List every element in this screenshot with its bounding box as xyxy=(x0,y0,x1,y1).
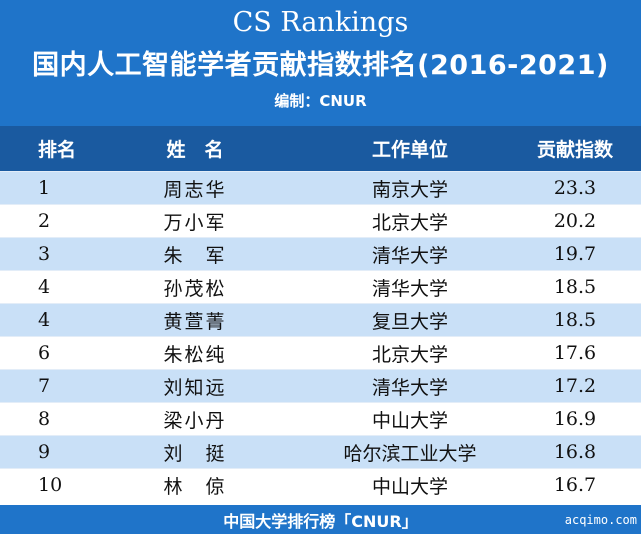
name-cell: 刘知远 xyxy=(163,376,227,399)
watermark-text: acqimo.com xyxy=(564,512,637,527)
editor-credit: 编制：CNUR xyxy=(274,92,367,110)
title-chinese: 国内人工智能学者贡献指数排名(2016-2021) xyxy=(32,50,609,81)
name-cell: 林 倞 xyxy=(163,475,227,498)
unit-cell: 清华大学 xyxy=(371,277,448,300)
column-header-rank: 排名 xyxy=(38,139,77,161)
column-header-name: 姓 名 xyxy=(166,139,224,161)
column-header-unit: 工作单位 xyxy=(371,139,448,161)
title-english: CS Rankings xyxy=(232,7,409,38)
rank-cell: 4 xyxy=(38,309,51,331)
index-cell: 18.5 xyxy=(553,309,597,331)
table-row: 7 刘知远 清华大学 17.2 xyxy=(0,369,641,402)
footer-banner: 中国大学排行榜「CNUR」 acqimo.com xyxy=(0,505,641,534)
header-banner: CS Rankings 国内人工智能学者贡献指数排名(2016-2021) 编制… xyxy=(0,0,641,126)
unit-cell: 清华大学 xyxy=(371,376,448,399)
footer-title: 中国大学排行榜「CNUR」 xyxy=(223,511,418,531)
table-row: 4 黄萱菁 复旦大学 18.5 xyxy=(0,303,641,336)
rank-cell: 3 xyxy=(38,243,51,265)
unit-cell: 北京大学 xyxy=(371,211,448,234)
table-row: 3 朱 军 清华大学 19.7 xyxy=(0,237,641,270)
table-row: 9 刘 挺 哈尔滨工业大学 16.8 xyxy=(0,435,641,468)
rank-cell: 8 xyxy=(38,408,51,430)
table-row: 1 周志华 南京大学 23.3 xyxy=(0,171,641,204)
unit-cell: 中山大学 xyxy=(371,475,448,498)
rank-cell: 1 xyxy=(38,177,51,199)
index-cell: 20.2 xyxy=(553,210,597,232)
index-cell: 16.9 xyxy=(553,408,597,430)
unit-cell: 哈尔滨工业大学 xyxy=(343,442,477,465)
table-row: 10 林 倞 中山大学 16.7 xyxy=(0,468,641,501)
table-row: 8 梁小丹 中山大学 16.9 xyxy=(0,402,641,435)
index-cell: 19.7 xyxy=(553,243,597,265)
name-cell: 黄萱菁 xyxy=(163,310,227,333)
index-cell: 16.8 xyxy=(553,441,597,463)
name-cell: 刘 挺 xyxy=(163,442,227,465)
rank-cell: 10 xyxy=(38,474,63,496)
index-cell: 16.7 xyxy=(553,474,597,496)
index-cell: 17.6 xyxy=(553,342,597,364)
table-row: 4 孙茂松 清华大学 18.5 xyxy=(0,270,641,303)
table-header: 排名 姓 名 工作单位 贡献指数 xyxy=(0,126,641,171)
index-cell: 17.2 xyxy=(553,375,597,397)
index-cell: 18.5 xyxy=(553,276,597,298)
name-cell: 周志华 xyxy=(163,178,227,201)
column-header-index: 贡献指数 xyxy=(536,139,613,161)
rank-cell: 7 xyxy=(38,375,51,397)
rank-cell: 4 xyxy=(38,276,51,298)
table-body: 1 周志华 南京大学 23.3 2 万小军 北京大学 20.2 3 朱 军 清华… xyxy=(0,171,641,501)
name-cell: 孙茂松 xyxy=(163,277,227,300)
name-cell: 万小军 xyxy=(163,211,227,234)
rank-cell: 9 xyxy=(38,441,51,463)
index-cell: 23.3 xyxy=(553,177,597,199)
name-cell: 朱 军 xyxy=(163,244,227,267)
unit-cell: 清华大学 xyxy=(371,244,448,267)
name-cell: 朱松纯 xyxy=(163,343,227,366)
name-cell: 梁小丹 xyxy=(163,409,227,432)
rank-cell: 6 xyxy=(38,342,51,364)
table-row: 6 朱松纯 北京大学 17.6 xyxy=(0,336,641,369)
unit-cell: 中山大学 xyxy=(371,409,448,432)
rank-cell: 2 xyxy=(38,210,51,232)
unit-cell: 北京大学 xyxy=(371,343,448,366)
unit-cell: 复旦大学 xyxy=(371,310,448,333)
table-row: 2 万小军 北京大学 20.2 xyxy=(0,204,641,237)
unit-cell: 南京大学 xyxy=(371,178,448,201)
